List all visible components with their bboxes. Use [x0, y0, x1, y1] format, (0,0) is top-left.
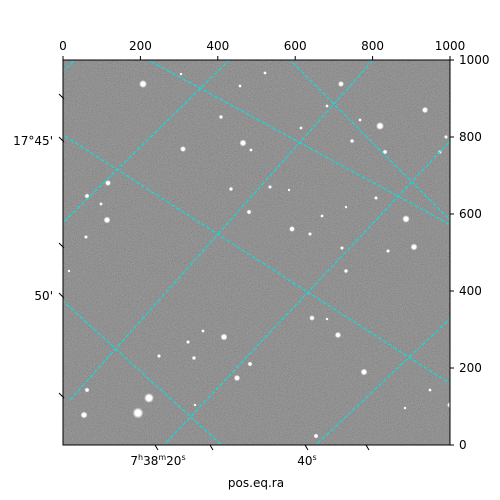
ra-tick — [365, 444, 370, 451]
top-tick-label: 800 — [361, 39, 384, 53]
dec-tick — [58, 242, 65, 249]
star-core — [134, 409, 142, 417]
top-tick-label: 200 — [129, 39, 152, 53]
star-core — [248, 362, 252, 366]
star-core — [377, 123, 383, 129]
grid-line — [147, 60, 450, 226]
star-core — [288, 189, 290, 191]
star-core — [241, 141, 245, 145]
dec-label-50: 50' — [34, 289, 53, 303]
ra-tick — [209, 444, 214, 451]
star-core — [194, 404, 196, 406]
bottom-axis: 7h38m20s 40s pos.eq.ra — [130, 444, 370, 490]
star-core — [180, 73, 182, 75]
star-core — [82, 413, 86, 417]
star-core — [85, 194, 89, 198]
left-axis: 17°45' 50' — [13, 93, 65, 399]
star-core — [146, 395, 152, 401]
star-core — [186, 340, 190, 344]
sky-noise — [63, 60, 450, 445]
star-core — [344, 269, 348, 273]
star-core — [247, 210, 251, 214]
right-tick-label: 400 — [459, 284, 482, 298]
right-axis: 0 200 400 600 800 1000 — [450, 53, 490, 452]
star-core — [429, 389, 431, 391]
star-core — [202, 330, 204, 332]
star-core — [444, 135, 448, 139]
top-tick-label: 600 — [284, 39, 307, 53]
plot-frame — [62, 59, 451, 446]
star-core — [404, 407, 406, 409]
sky-image — [63, 60, 450, 445]
x-axis-title: pos.eq.ra — [228, 476, 284, 490]
grid-line — [63, 134, 450, 385]
star-core — [403, 216, 409, 222]
right-tick-label: 0 — [459, 438, 467, 452]
ra-tick — [304, 444, 309, 451]
star-core — [359, 119, 361, 121]
star-core — [362, 370, 366, 374]
star-core — [336, 333, 340, 337]
right-tick-label: 800 — [459, 130, 482, 144]
star-core — [100, 203, 102, 205]
top-tick-label: 0 — [59, 39, 67, 53]
star-core — [192, 356, 196, 360]
dec-tick — [58, 93, 65, 100]
right-tick-label: 200 — [459, 361, 482, 375]
star-field — [67, 71, 450, 439]
star-core — [219, 115, 223, 119]
star-core — [181, 147, 185, 151]
star-core — [250, 149, 252, 151]
star-core — [157, 354, 161, 358]
coordinate-grid — [63, 60, 450, 445]
ra-label-40s: 40s — [297, 453, 316, 468]
grid-line — [289, 60, 450, 221]
top-tick-label: 1000 — [435, 39, 466, 53]
star-core — [85, 388, 89, 392]
star-core — [264, 72, 266, 74]
star-core — [239, 85, 241, 87]
star-core — [340, 246, 344, 250]
star-core — [140, 81, 146, 87]
star-core — [235, 376, 239, 380]
top-axis: 0 200 400 600 800 1000 — [59, 39, 465, 60]
star-core — [222, 335, 226, 339]
grid-line — [69, 60, 374, 401]
right-tick-label: 600 — [459, 207, 482, 221]
star-core — [68, 270, 70, 272]
star-core — [300, 127, 302, 129]
dec-tick — [58, 392, 65, 399]
star-core — [423, 108, 427, 112]
star-core — [229, 187, 233, 191]
star-core — [326, 318, 328, 320]
dec-tick — [58, 136, 65, 143]
star-core — [374, 196, 378, 200]
top-tick-label: 400 — [206, 39, 229, 53]
star-core — [321, 215, 323, 217]
star-core — [290, 227, 294, 231]
star-core — [339, 82, 343, 86]
star-core — [308, 232, 312, 236]
star-core — [268, 185, 272, 189]
star-core — [314, 434, 318, 438]
star-core — [350, 139, 354, 143]
star-core — [106, 181, 110, 185]
star-core — [105, 218, 109, 222]
star-core — [84, 235, 88, 239]
star-core — [310, 316, 314, 320]
ra-tick — [154, 444, 159, 451]
star-core — [345, 206, 347, 208]
right-tick-label: 1000 — [459, 53, 490, 67]
star-core — [386, 249, 390, 253]
grid-line — [315, 318, 450, 445]
dec-tick — [58, 292, 65, 299]
grid-line — [63, 300, 223, 445]
star-core — [383, 150, 387, 154]
star-core — [412, 245, 416, 249]
star-core — [326, 105, 328, 107]
dec-label-45: 17°45' — [13, 134, 53, 148]
ra-label-20s: 7h38m20s — [130, 453, 185, 468]
